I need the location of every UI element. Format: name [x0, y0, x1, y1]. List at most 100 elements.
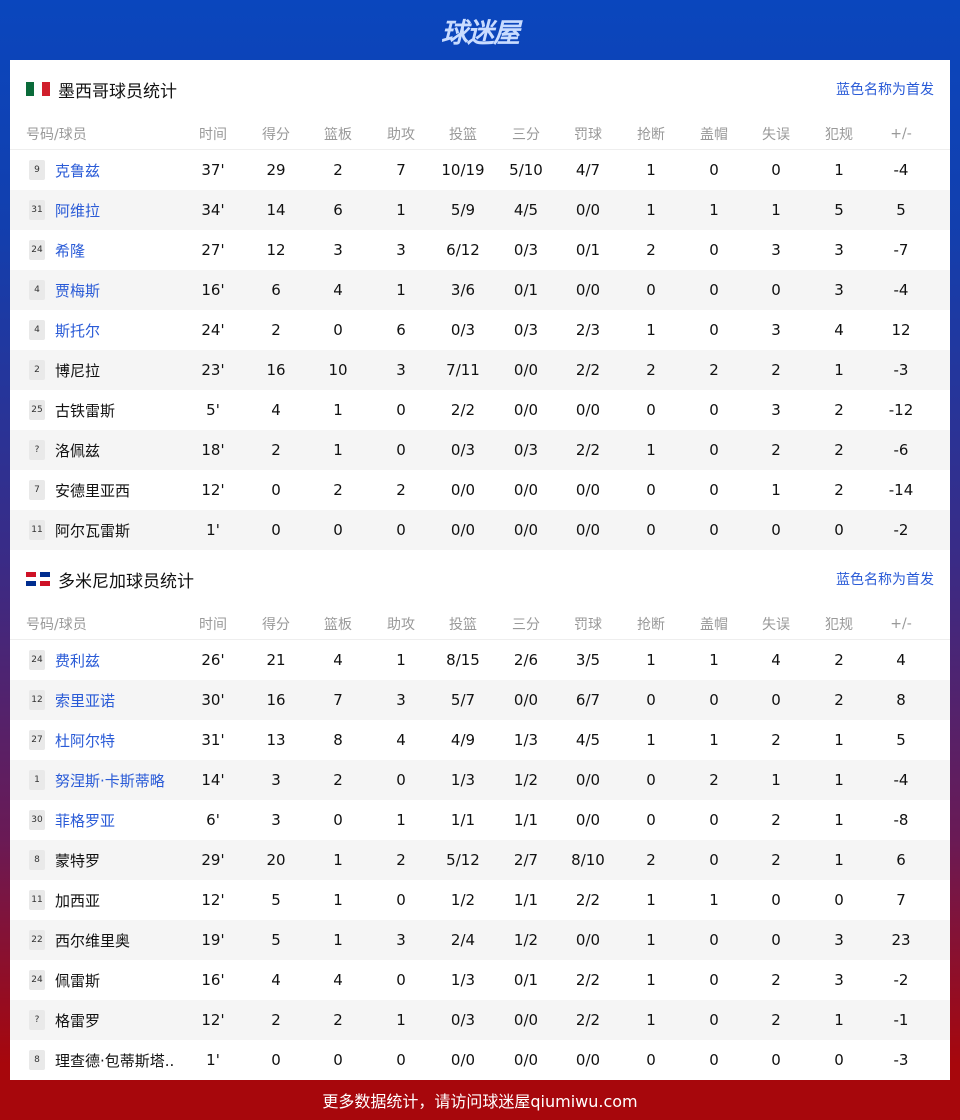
player-row[interactable]: 7 安德里亚西 12' 0 2 2 0/0 0/0 0/0 0 0 1 2 -14	[10, 470, 950, 510]
player-name[interactable]: 洛佩兹	[55, 441, 101, 460]
column-header[interactable]: 犯规	[825, 616, 853, 633]
stat-cell: 4	[271, 971, 281, 989]
player-row[interactable]: 11 阿尔瓦雷斯 1' 0 0 0 0/0 0/0 0/0 0 0 0 0 -2	[10, 510, 950, 550]
player-name[interactable]: 努涅斯·卡斯蒂略	[55, 771, 165, 790]
player-name[interactable]: 菲格罗亚	[55, 811, 116, 830]
stat-cell: -3	[893, 361, 909, 379]
column-header[interactable]: 盖帽	[700, 126, 728, 143]
column-header[interactable]: 助攻	[387, 126, 415, 143]
player-name[interactable]: 加西亚	[55, 891, 101, 910]
qiumiwu-logo: 球迷屋	[441, 17, 520, 49]
player-name[interactable]: 阿尔瓦雷斯	[55, 521, 131, 540]
column-header[interactable]: 投篮	[449, 616, 477, 633]
player-name[interactable]: 格雷罗	[55, 1011, 101, 1030]
stat-cell: 0/0	[513, 1051, 539, 1069]
column-header[interactable]: 三分	[512, 126, 540, 143]
player-row[interactable]: 2 博尼拉 23' 16 10 3 7/11 0/0 2/2 2 2 2 1 -3	[10, 350, 950, 390]
stat-cell: 3	[771, 401, 781, 419]
player-row[interactable]: 24 希隆 27' 12 3 3 6/12 0/3 0/1 2 0 3 3 -7	[10, 230, 950, 270]
column-header[interactable]: 犯规	[825, 126, 853, 143]
player-row[interactable]: 24 佩雷斯 16' 4 4 0 1/3 0/1 2/2 1 0 2 3 -2	[10, 960, 950, 1000]
column-header[interactable]: 得分	[262, 126, 290, 143]
player-row[interactable]: 24 费利兹 26' 21 4 1 8/15 2/6 3/5 1 1 4 2 4	[10, 640, 950, 680]
stat-cell: 0	[771, 161, 781, 179]
player-row[interactable]: 30 菲格罗亚 6' 3 0 1 1/1 1/1 0/0 0 0 2 1 -8	[10, 800, 950, 840]
stat-cell: 1	[771, 201, 781, 219]
column-header[interactable]: 投篮	[449, 126, 477, 143]
column-header[interactable]: 盖帽	[700, 616, 728, 633]
player-name[interactable]: 阿维拉	[55, 201, 101, 220]
player-row[interactable]: 1 努涅斯·卡斯蒂略 14' 3 2 0 1/3 1/2 0/0 0 2 1 1 -4	[10, 760, 950, 800]
player-name[interactable]: 西尔维里奥	[55, 931, 131, 950]
player-name[interactable]: 贾梅斯	[55, 281, 101, 300]
stat-cell: 3	[396, 931, 406, 949]
stat-cell: 0/0	[575, 521, 601, 539]
column-header-player[interactable]: 号码/球员	[26, 616, 87, 633]
stat-cell: 1	[646, 201, 656, 219]
stat-cell: 31'	[201, 731, 225, 749]
column-header[interactable]: 篮板	[324, 616, 352, 633]
player-row[interactable]: ? 洛佩兹 18' 2 1 0 0/3 0/3 2/2 1 0 2 2 -6	[10, 430, 950, 470]
player-row[interactable]: 22 西尔维里奥 19' 5 1 3 2/4 1/2 0/0 1 0 0 3 23	[10, 920, 950, 960]
section-title: 墨西哥球员统计	[26, 77, 177, 102]
player-name[interactable]: 索里亚诺	[55, 691, 116, 710]
player-row[interactable]: 12 索里亚诺 30' 16 7 3 5/7 0/0 6/7 0 0 0 2 8	[10, 680, 950, 720]
column-header[interactable]: 时间	[199, 126, 227, 143]
player-name[interactable]: 古铁雷斯	[55, 401, 116, 420]
player-row[interactable]: 11 加西亚 12' 5 1 0 1/2 1/1 2/2 1 1 0 0 7	[10, 880, 950, 920]
player-row[interactable]: 8 蒙特罗 29' 20 1 2 5/12 2/7 8/10 2 0 2 1 6	[10, 840, 950, 880]
stat-cell: 1	[709, 891, 719, 909]
player-name[interactable]: 蒙特罗	[55, 851, 101, 870]
stat-cell: 29	[266, 161, 286, 179]
stat-cell: 2/2	[575, 1011, 601, 1029]
stat-cell: 3	[834, 971, 844, 989]
stat-cell: 0	[709, 441, 719, 459]
column-header[interactable]: 得分	[262, 616, 290, 633]
column-header[interactable]: 失误	[762, 126, 790, 143]
player-name[interactable]: 理查德·包蒂斯塔..	[55, 1051, 175, 1070]
stat-cell: 6	[896, 851, 906, 869]
player-row[interactable]: 31 阿维拉 34' 14 6 1 5/9 4/5 0/0 1 1 1 5 5	[10, 190, 950, 230]
player-row[interactable]: ? 格雷罗 12' 2 2 1 0/3 0/0 2/2 1 0 2 1 -1	[10, 1000, 950, 1040]
stat-cell: 1	[771, 481, 781, 499]
column-header[interactable]: 助攻	[387, 616, 415, 633]
stat-cell: -4	[893, 161, 909, 179]
stat-cell: 6/7	[575, 691, 601, 709]
player-name[interactable]: 安德里亚西	[55, 481, 131, 500]
player-name[interactable]: 斯托尔	[55, 321, 101, 340]
stat-cell: 0	[709, 971, 719, 989]
player-row[interactable]: 4 贾梅斯 16' 6 4 1 3/6 0/1 0/0 0 0 0 3 -4	[10, 270, 950, 310]
column-header[interactable]: 时间	[199, 616, 227, 633]
column-header[interactable]: +/-	[890, 615, 912, 632]
player-row[interactable]: 27 杜阿尔特 31' 13 8 4 4/9 1/3 4/5 1 1 2 1 5	[10, 720, 950, 760]
column-header[interactable]: 抢断	[637, 616, 665, 633]
column-header[interactable]: 罚球	[574, 126, 602, 143]
player-name[interactable]: 佩雷斯	[55, 971, 101, 990]
column-header[interactable]: 三分	[512, 616, 540, 633]
stat-cell: 4	[333, 971, 343, 989]
column-header[interactable]: 失误	[762, 616, 790, 633]
stat-cell: 1	[834, 361, 844, 379]
column-header-row: 号码/球员 时间 得分 篮板 助攻 投篮 三分 罚球 抢断 盖帽 失误 犯规 +/-	[10, 608, 950, 640]
player-name[interactable]: 杜阿尔特	[55, 731, 116, 750]
player-row[interactable]: 4 斯托尔 24' 2 0 6 0/3 0/3 2/3 1 0 3 4 12	[10, 310, 950, 350]
player-row[interactable]: 8 理查德·包蒂斯塔.. 1' 0 0 0 0/0 0/0 0/0 0 0 0 0 -3	[10, 1040, 950, 1080]
stat-cell: 0/0	[575, 811, 601, 829]
stat-cell: 0/0	[575, 1051, 601, 1069]
column-header-player[interactable]: 号码/球员	[26, 126, 87, 143]
player-row[interactable]: 25 古铁雷斯 5' 4 1 0 2/2 0/0 0/0 0 0 3 2 -12	[10, 390, 950, 430]
player-name[interactable]: 克鲁兹	[55, 161, 101, 180]
stat-cell: 0/1	[513, 281, 539, 299]
column-header[interactable]: 罚球	[574, 616, 602, 633]
column-header[interactable]: 抢断	[637, 126, 665, 143]
player-name[interactable]: 费利兹	[55, 651, 101, 670]
column-header[interactable]: +/-	[890, 125, 912, 142]
player-name[interactable]: 博尼拉	[55, 361, 101, 380]
column-header[interactable]: 篮板	[324, 126, 352, 143]
stat-cell: 1	[646, 931, 656, 949]
footer-banner[interactable]: 更多数据统计，请访问球迷屋qiumiwu.com	[322, 1092, 638, 1111]
player-name[interactable]: 希隆	[55, 241, 86, 260]
player-row[interactable]: 9 克鲁兹 37' 29 2 7 10/19 5/10 4/7 1 0 0 1 -4	[10, 150, 950, 190]
stat-cell: 1	[834, 161, 844, 179]
stat-cell: 2	[834, 691, 844, 709]
